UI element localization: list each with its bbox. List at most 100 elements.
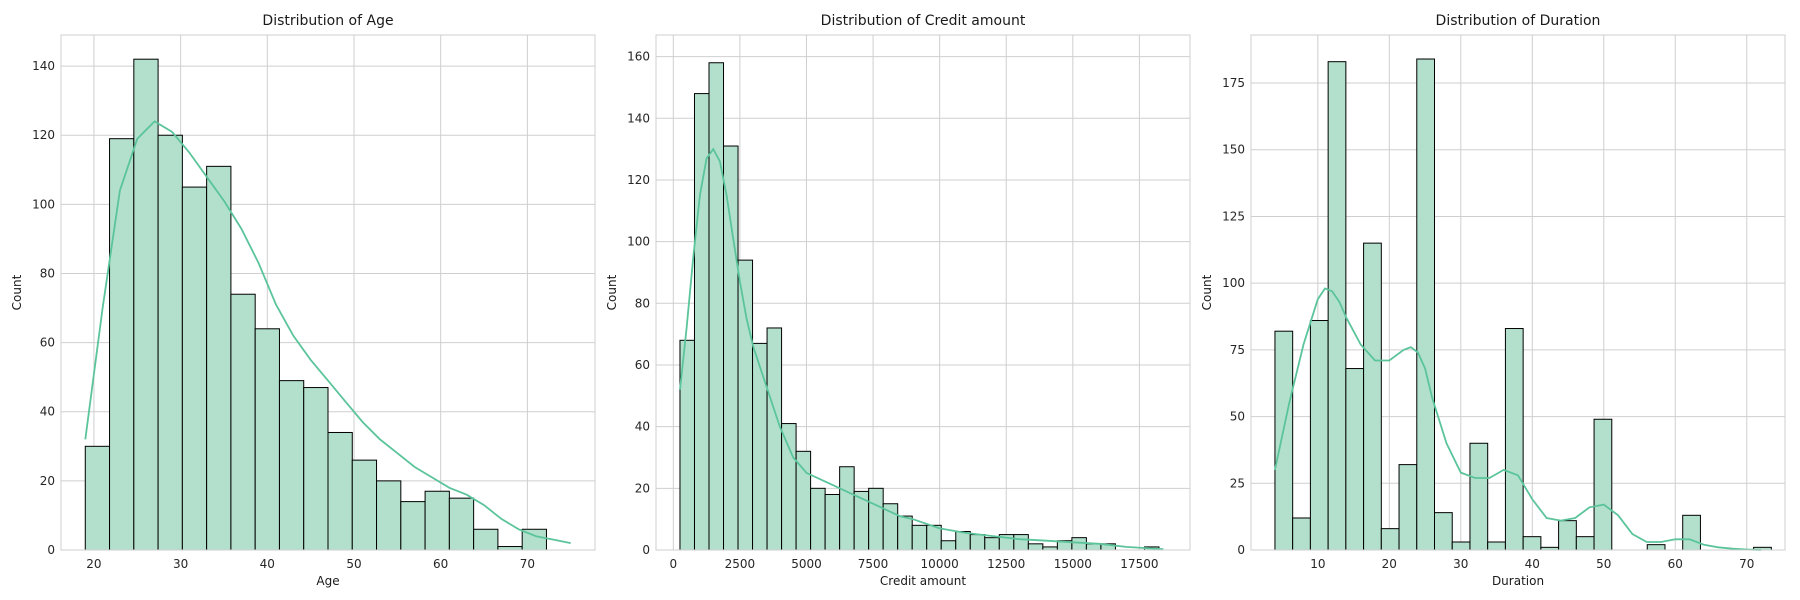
y-tick-label: 0 bbox=[47, 543, 55, 557]
histogram-bar bbox=[254, 328, 280, 551]
histogram-bar bbox=[1682, 514, 1701, 551]
y-tick-label: 120 bbox=[627, 173, 650, 187]
histogram-bar bbox=[84, 445, 111, 551]
y-tick-label: 140 bbox=[32, 59, 55, 73]
x-tick-label: 10 bbox=[1310, 557, 1325, 571]
histogram-bar bbox=[969, 534, 986, 551]
histogram-bar bbox=[984, 537, 1000, 551]
y-tick-label: 40 bbox=[635, 420, 650, 434]
histogram-bar bbox=[1380, 528, 1400, 551]
x-tick-label: 17500 bbox=[1120, 557, 1158, 571]
kde-curve bbox=[679, 147, 1164, 550]
histogram-bar bbox=[400, 501, 426, 551]
histogram-bar bbox=[327, 431, 353, 551]
histogram-bar bbox=[882, 503, 899, 551]
histogram-bar bbox=[1558, 520, 1577, 551]
plot-area: 0 20 40 60 80 100 120 140 20 30 40 50 60 70 bbox=[32, 34, 596, 571]
x-tick-label: 10000 bbox=[921, 557, 959, 571]
plot-frame bbox=[1250, 34, 1786, 551]
y-tick-label: 75 bbox=[1230, 343, 1245, 357]
x-axis-label: Credit amount bbox=[880, 574, 966, 588]
x-tick-label: 50 bbox=[346, 557, 361, 571]
y-tick-label: 0 bbox=[642, 543, 650, 557]
y-tick-label: 60 bbox=[40, 336, 55, 350]
y-tick-label: 50 bbox=[1230, 410, 1245, 424]
histogram-bar bbox=[157, 134, 183, 551]
chart-title: Distribution of Age bbox=[262, 13, 393, 29]
histogram-bar bbox=[376, 480, 402, 551]
x-tick-label: 5000 bbox=[791, 557, 822, 571]
y-axis-label: Count bbox=[10, 274, 24, 310]
histogram-bar bbox=[868, 487, 884, 551]
y-tick-label: 100 bbox=[1222, 276, 1245, 290]
plot-frame bbox=[60, 34, 596, 551]
x-tick-label: 60 bbox=[433, 557, 448, 571]
y-axis-label: Count bbox=[1200, 274, 1214, 310]
kde-curve bbox=[1274, 287, 1762, 551]
histogram-bar bbox=[1085, 543, 1102, 551]
histogram-bar bbox=[1345, 368, 1365, 551]
x-tick-label: 60 bbox=[1668, 557, 1683, 571]
plot-frame bbox=[655, 34, 1191, 551]
y-tick-label: 160 bbox=[627, 50, 650, 64]
x-tick-label: 40 bbox=[260, 557, 275, 571]
age-histogram-panel: Distribution of Age Age Count 0 20 40 60 80 1… bbox=[10, 13, 596, 588]
histogram-bar bbox=[824, 493, 841, 551]
y-tick-label: 80 bbox=[40, 266, 55, 280]
histogram-bar bbox=[1487, 541, 1506, 551]
y-tick-label: 100 bbox=[627, 235, 650, 249]
x-tick-label: 15000 bbox=[1054, 557, 1092, 571]
x-tick-label: 40 bbox=[1525, 557, 1540, 571]
histogram-bar bbox=[1398, 464, 1418, 551]
histogram-bar bbox=[1416, 58, 1436, 551]
histogram-bar bbox=[1593, 418, 1613, 551]
histogram-bar bbox=[497, 546, 523, 551]
histogram-bar bbox=[1451, 541, 1471, 551]
histogram-bar bbox=[1027, 543, 1044, 551]
chart-title: Distribution of Credit amount bbox=[821, 13, 1026, 29]
y-tick-label: 150 bbox=[1222, 143, 1245, 157]
y-tick-label: 125 bbox=[1222, 209, 1245, 223]
histogram-bar bbox=[424, 490, 450, 551]
histogram-bar bbox=[206, 165, 232, 551]
histogram-bar bbox=[781, 423, 797, 551]
y-tick-label: 120 bbox=[32, 128, 55, 142]
x-tick-label: 2500 bbox=[725, 557, 756, 571]
credit-amount-histogram-panel: Distribution of Credit amount Credit amo… bbox=[605, 13, 1191, 588]
histogram-bar bbox=[109, 138, 135, 551]
histogram-bar bbox=[1469, 442, 1489, 551]
duration-histogram-panel: Distribution of Duration Duration Count … bbox=[1200, 13, 1786, 588]
histogram-bar bbox=[737, 259, 754, 551]
y-tick-label: 80 bbox=[635, 296, 650, 310]
histogram-bar bbox=[708, 62, 725, 551]
histogram-bar bbox=[955, 530, 971, 551]
kde-curve bbox=[84, 120, 571, 544]
histogram-bar bbox=[278, 380, 305, 551]
histogram-bar bbox=[1274, 330, 1294, 551]
histogram-bar bbox=[230, 293, 256, 551]
histogram-bar bbox=[839, 466, 855, 551]
x-tick-label: 30 bbox=[173, 557, 188, 571]
y-tick-label: 20 bbox=[635, 481, 650, 495]
y-tick-label: 40 bbox=[40, 405, 55, 419]
histogram-bar bbox=[766, 327, 783, 551]
histogram-bar bbox=[181, 186, 208, 551]
histogram-bar bbox=[1013, 534, 1029, 551]
y-tick-label: 25 bbox=[1230, 476, 1245, 490]
y-tick-label: 175 bbox=[1222, 76, 1245, 90]
histogram-bar bbox=[810, 487, 826, 551]
x-tick-label: 20 bbox=[1382, 557, 1397, 571]
y-tick-label: 60 bbox=[635, 358, 650, 372]
histogram-bar bbox=[1434, 512, 1453, 551]
y-tick-label: 0 bbox=[1237, 543, 1245, 557]
histogram-bar bbox=[1646, 544, 1666, 551]
histogram-bar bbox=[1363, 242, 1382, 551]
y-tick-label: 100 bbox=[32, 197, 55, 211]
x-axis-label: Age bbox=[316, 574, 339, 588]
y-tick-label: 140 bbox=[627, 111, 650, 125]
histogram-bar bbox=[795, 450, 812, 551]
histogram-bar bbox=[1575, 536, 1595, 551]
histogram-bar bbox=[1292, 517, 1311, 551]
histogram-bar bbox=[723, 145, 739, 551]
